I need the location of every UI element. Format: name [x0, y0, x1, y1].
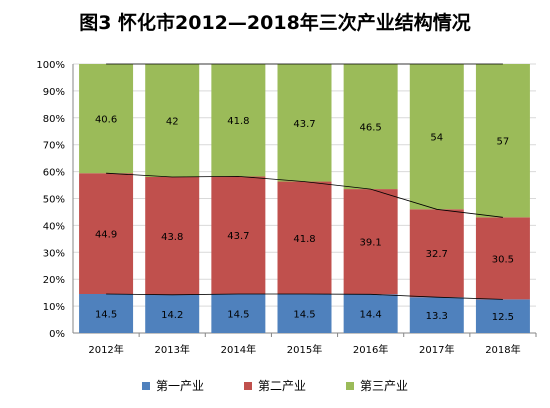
bar-segment: [475, 64, 530, 218]
data-label: 43.8: [161, 232, 183, 243]
y-tick-label: 50%: [43, 195, 65, 206]
legend-label-secondary: 第二产业: [257, 379, 306, 393]
data-label: 14.5: [227, 309, 249, 320]
x-tick-label: 2013年: [154, 343, 189, 356]
data-label: 12.5: [492, 312, 514, 323]
x-tick-label: 2017年: [419, 343, 454, 356]
y-tick-label: 20%: [43, 275, 65, 286]
data-label: 57: [497, 137, 510, 148]
bar-segment: [79, 64, 134, 174]
bar-segment: [211, 176, 266, 294]
bar-segment: [475, 299, 530, 333]
data-label: 14.5: [95, 309, 117, 320]
data-label: 43.7: [293, 119, 315, 130]
bar-segment: [409, 297, 464, 333]
y-tick-label: 60%: [43, 168, 65, 179]
bar-segment: [145, 176, 200, 295]
series-line: [106, 172, 503, 218]
y-tick-label: 10%: [43, 302, 65, 313]
legend-swatch-secondary: [243, 381, 252, 390]
data-label: 39.1: [360, 238, 382, 249]
legend: 第一产业 第二产业 第三产业: [0, 377, 550, 394]
y-tick-label: 80%: [43, 114, 65, 125]
bar-segment: [277, 293, 332, 333]
bar-segment: [343, 189, 398, 295]
legend-swatch-primary: [141, 381, 150, 390]
data-label: 14.5: [293, 309, 315, 320]
data-label: 54: [430, 133, 443, 144]
x-tick-label: 2012年: [88, 343, 123, 356]
bar-segment: [145, 294, 200, 333]
legend-swatch-tertiary: [346, 381, 354, 390]
y-tick-label: 40%: [43, 221, 65, 232]
y-tick-label: 70%: [43, 141, 65, 152]
legend-item-tertiary: 第三产业: [346, 377, 408, 394]
x-tick-label: 2018年: [485, 343, 520, 356]
bar-segment: [409, 64, 464, 210]
data-label: 14.2: [161, 310, 183, 321]
data-label: 42: [166, 116, 179, 127]
bar-segment: [79, 293, 134, 333]
data-label: 41.8: [227, 116, 249, 127]
bar-segment: [475, 217, 530, 300]
bar-segment: [79, 173, 134, 294]
bar-segment: [343, 294, 398, 333]
bar-segment: [145, 64, 200, 177]
data-label: 46.5: [360, 123, 382, 134]
series-line: [106, 293, 503, 300]
y-tick-label: 90%: [43, 87, 65, 98]
bar-segment: [211, 293, 266, 333]
y-tick-label: 30%: [43, 248, 65, 259]
data-label: 43.7: [227, 231, 249, 242]
bar-segment: [277, 181, 332, 294]
data-label: 13.3: [426, 311, 448, 322]
x-tick-label: 2016年: [353, 343, 388, 356]
data-label: 41.8: [293, 234, 315, 245]
legend-label-primary: 第一产业: [155, 379, 204, 393]
data-label: 40.6: [95, 115, 117, 126]
data-label: 14.4: [360, 310, 382, 321]
bar-segment: [277, 64, 332, 182]
bar-segment: [343, 64, 398, 190]
bar-segment: [211, 64, 266, 177]
legend-item-primary: 第一产业: [141, 377, 204, 394]
x-tick-label: 2014年: [221, 343, 256, 356]
data-label: 30.5: [492, 254, 514, 265]
legend-label-tertiary: 第三产业: [360, 379, 409, 393]
data-label: 32.7: [426, 249, 448, 260]
bar-segment: [409, 209, 464, 298]
legend-item-secondary: 第二产业: [243, 377, 306, 394]
y-tick-label: 100%: [36, 60, 65, 71]
chart-title: 图3 怀化市2012—2018年三次产业结构情况: [79, 12, 471, 34]
y-tick-label: 0%: [49, 329, 65, 340]
data-label: 44.9: [95, 230, 117, 241]
x-tick-label: 2015年: [287, 343, 322, 356]
